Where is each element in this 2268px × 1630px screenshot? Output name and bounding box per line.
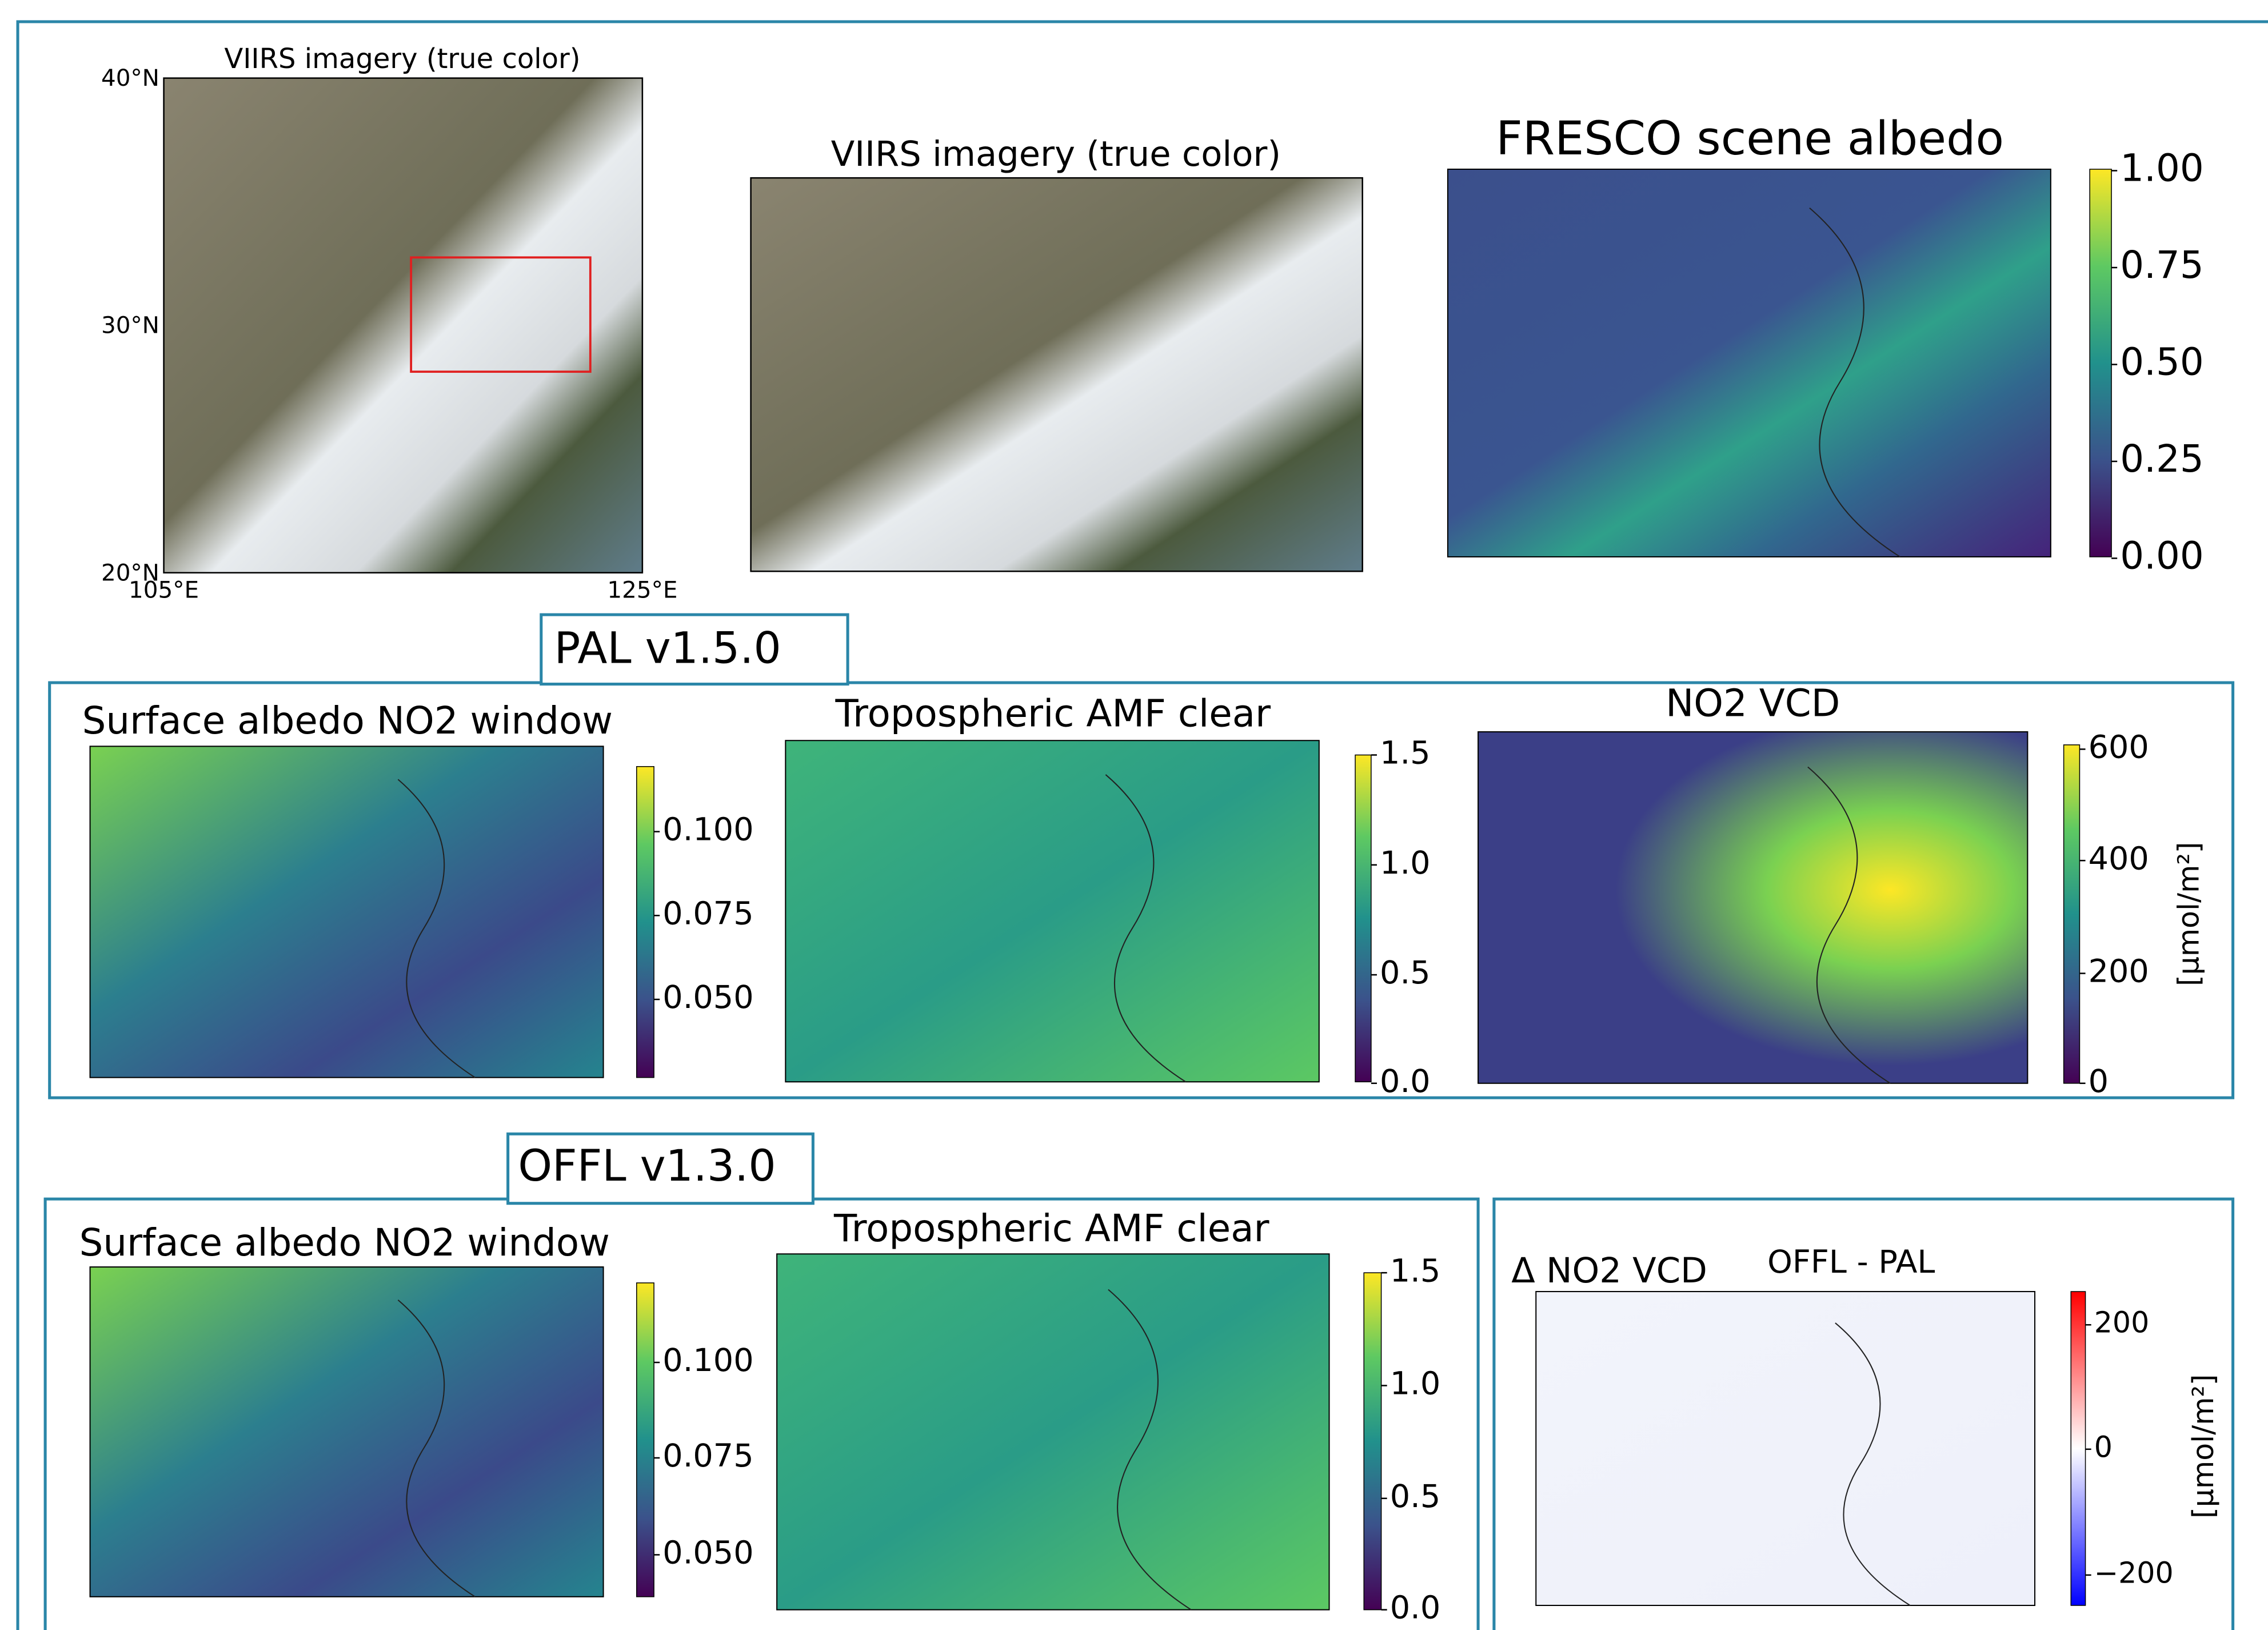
colorbar-label: [μmol/m²] [2186, 1374, 2220, 1519]
colorbar-tick-label: 200 [2094, 1306, 2150, 1340]
panel-title: NO2 VCD [1666, 682, 1840, 726]
colorbar-label: [μmol/m²] [2172, 842, 2206, 987]
colorbar-tick-label: 0.075 [662, 1437, 753, 1474]
panel-subtitle: OFFL - PAL [1767, 1244, 1935, 1281]
figure: PAL v1.5.0 OFFL v1.3.0 VIIRS imagery (tr… [0, 0, 2268, 1630]
lon-label: 125°E [607, 576, 677, 604]
lat-label: 30°N [101, 312, 159, 339]
map-panel [1448, 169, 2051, 557]
colorbar-tick-label: 400 [2089, 840, 2149, 877]
map-panel [90, 746, 604, 1077]
colorbar-tick-label: 0.050 [662, 1535, 753, 1572]
colorbar-tick-label: 0.0 [1380, 1063, 1431, 1100]
colorbar [2090, 169, 2111, 557]
map-panel [1536, 1292, 2035, 1605]
map-title: VIIRS imagery (true color) [224, 43, 580, 75]
offl-label: OFFL v1.3.0 [518, 1141, 776, 1191]
colorbar-tick-label: 0.75 [2120, 243, 2203, 287]
panel-title: Surface albedo NO2 window [79, 1221, 610, 1265]
colorbar-tick-label: 0.100 [662, 1342, 753, 1379]
colorbar-tick-label: 0.5 [1380, 954, 1431, 991]
colorbar-tick-label: 1.00 [2120, 146, 2203, 190]
page: {"top":{"viirs_overview":{"title":"VIIRS… [0, 0, 2268, 1630]
colorbar-tick-label: 0.100 [662, 811, 753, 848]
colorbar-tick-label: 1.0 [1380, 844, 1431, 882]
colorbar-tick-label: 0.25 [2120, 437, 2203, 481]
colorbar-tick-label: −200 [2094, 1556, 2174, 1589]
colorbar-tick-label: 0 [2089, 1063, 2109, 1100]
panel-title: Surface albedo NO2 window [82, 699, 613, 743]
colorbar [2071, 1292, 2085, 1605]
colorbar [637, 767, 654, 1078]
colorbar-tick-label: 0.00 [2120, 534, 2203, 578]
colorbar-tick-label: 1.5 [1390, 1252, 1441, 1289]
colorbar-tick-label: 0.50 [2120, 340, 2203, 384]
colorbar-tick-label: 200 [2089, 953, 2149, 990]
pal-label: PAL v1.5.0 [554, 623, 781, 673]
panel-title: Tropospheric AMF clear [833, 1206, 1269, 1250]
panel-title: Tropospheric AMF clear [835, 691, 1272, 735]
colorbar-tick-label: 0.5 [1390, 1478, 1441, 1515]
lat-label: 40°N [101, 64, 159, 91]
map-panel [777, 1254, 1329, 1609]
map-panel [785, 740, 1319, 1082]
colorbar-tick-label: 0.0 [1390, 1589, 1441, 1627]
lon-label: 105°E [129, 576, 199, 604]
colorbar [1364, 1273, 1381, 1609]
colorbar-tick-label: 0.050 [662, 979, 753, 1016]
colorbar-tick-label: 0.075 [662, 895, 753, 932]
colorbar-tick-label: 1.0 [1390, 1365, 1441, 1402]
colorbar-tick-label: 600 [2089, 729, 2149, 766]
panel-title: FRESCO scene albedo [1496, 112, 2004, 166]
panel-title: Δ NO2 VCD [1511, 1251, 1707, 1291]
map-panel [1478, 732, 2027, 1083]
map-title: VIIRS imagery (true color) [831, 134, 1281, 174]
colorbar-tick-label: 1.5 [1380, 735, 1431, 772]
colorbar [2064, 745, 2080, 1083]
viirs-zoom-map [751, 178, 1363, 571]
viirs-overview-map [164, 78, 642, 573]
colorbar [1355, 755, 1371, 1082]
map-panel [90, 1267, 604, 1597]
colorbar [637, 1283, 654, 1597]
colorbar-tick-label: 0 [2094, 1430, 2113, 1464]
